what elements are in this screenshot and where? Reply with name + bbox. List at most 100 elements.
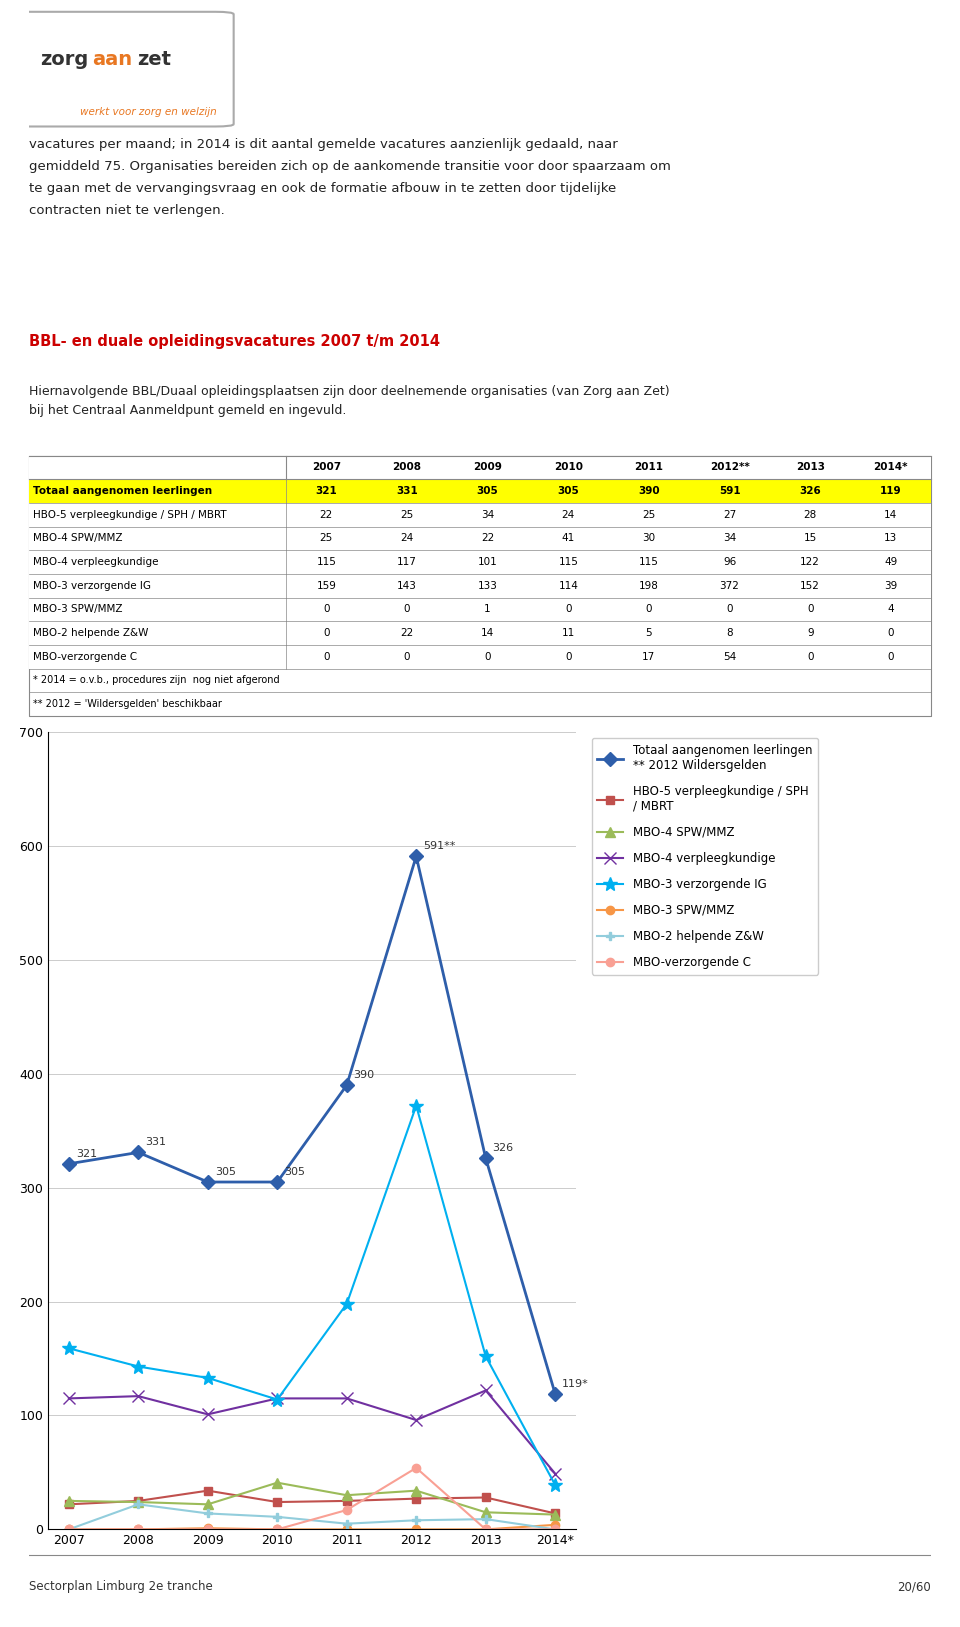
Text: 30: 30	[642, 534, 656, 543]
MBO-2 helpende Z&W	[341, 1513, 352, 1533]
Line: MBO-3 SPW/MMZ: MBO-3 SPW/MMZ	[64, 1521, 560, 1534]
Text: 198: 198	[639, 581, 659, 591]
MBO-4 verpleegkundige	[480, 1381, 492, 1401]
HBO-5 verpleegkundige / SPH
/ MBRT	[411, 1489, 422, 1508]
Text: 101: 101	[478, 556, 497, 568]
MBO-3 SPW/MMZ	[411, 1520, 422, 1539]
Totaal aangenomen leerlingen
** 2012 Wildersgelden	[549, 1385, 561, 1404]
FancyBboxPatch shape	[11, 11, 233, 127]
Text: 17: 17	[642, 652, 656, 662]
Text: 0: 0	[888, 652, 894, 662]
Text: 1: 1	[484, 604, 491, 615]
HBO-5 verpleegkundige / SPH
/ MBRT	[63, 1495, 75, 1515]
Text: 11: 11	[562, 628, 575, 638]
Text: 2010: 2010	[554, 462, 583, 472]
MBO-3 SPW/MMZ	[202, 1518, 213, 1538]
Text: 14: 14	[481, 628, 494, 638]
Text: 25: 25	[642, 509, 656, 519]
Text: 0: 0	[324, 652, 329, 662]
HBO-5 verpleegkundige / SPH
/ MBRT	[202, 1481, 213, 1500]
HBO-5 verpleegkundige / SPH
/ MBRT	[341, 1490, 352, 1510]
Text: 27: 27	[723, 509, 736, 519]
Text: zorg: zorg	[40, 50, 88, 68]
Text: 25: 25	[400, 509, 414, 519]
Bar	[29, 622, 931, 644]
Text: HBO-5 verpleegkundige / SPH / MBRT: HBO-5 verpleegkundige / SPH / MBRT	[34, 509, 227, 519]
Text: 115: 115	[317, 556, 336, 568]
MBO-3 verzorgende IG	[341, 1293, 352, 1313]
Text: 2012**: 2012**	[709, 462, 750, 472]
Text: 14: 14	[884, 509, 898, 519]
Line: MBO-4 verpleegkundige: MBO-4 verpleegkundige	[63, 1385, 561, 1479]
Text: MBO-verzorgende C: MBO-verzorgende C	[34, 652, 137, 662]
Text: 20/60: 20/60	[898, 1580, 931, 1593]
Text: 96: 96	[723, 556, 736, 568]
MBO-verzorgende C	[63, 1520, 75, 1539]
Text: 5: 5	[646, 628, 652, 638]
Text: 305: 305	[284, 1167, 305, 1176]
Bar	[29, 503, 931, 527]
Text: 0: 0	[565, 652, 571, 662]
Text: 39: 39	[884, 581, 898, 591]
Text: 119*: 119*	[563, 1380, 588, 1389]
Bar	[29, 574, 931, 597]
MBO-3 SPW/MMZ	[549, 1515, 561, 1534]
MBO-verzorgende C	[202, 1520, 213, 1539]
Bar	[29, 644, 931, 669]
Bar	[29, 597, 931, 622]
HBO-5 verpleegkundige / SPH
/ MBRT	[132, 1490, 144, 1510]
Totaal aangenomen leerlingen
** 2012 Wildersgelden	[411, 846, 422, 866]
Text: 4: 4	[888, 604, 894, 615]
MBO-4 verpleegkundige	[132, 1386, 144, 1406]
MBO-2 helpende Z&W	[411, 1510, 422, 1529]
Text: 0: 0	[485, 652, 491, 662]
MBO-3 SPW/MMZ	[341, 1520, 352, 1539]
Line: MBO-4 SPW/MMZ: MBO-4 SPW/MMZ	[64, 1477, 560, 1520]
MBO-3 verzorgende IG	[480, 1347, 492, 1367]
Bar	[29, 480, 931, 503]
HBO-5 verpleegkundige / SPH
/ MBRT	[549, 1503, 561, 1523]
Bar	[29, 527, 931, 550]
Text: 159: 159	[317, 581, 336, 591]
Totaal aangenomen leerlingen
** 2012 Wildersgelden	[480, 1149, 492, 1168]
MBO-3 SPW/MMZ	[132, 1520, 144, 1539]
Text: MBO-3 verzorgende IG: MBO-3 verzorgende IG	[34, 581, 152, 591]
Text: 331: 331	[145, 1137, 166, 1147]
MBO-3 verzorgende IG	[202, 1368, 213, 1388]
Totaal aangenomen leerlingen
** 2012 Wildersgelden	[341, 1075, 352, 1095]
MBO-4 SPW/MMZ	[63, 1490, 75, 1510]
Text: Totaal aangenomen leerlingen: Totaal aangenomen leerlingen	[34, 486, 212, 496]
Text: 0: 0	[646, 604, 652, 615]
Text: 9: 9	[807, 628, 813, 638]
MBO-verzorgende C	[272, 1520, 283, 1539]
MBO-2 helpende Z&W	[132, 1495, 144, 1515]
Text: 0: 0	[807, 652, 813, 662]
Text: 2014*: 2014*	[874, 462, 908, 472]
Text: BBL- en duale opleidingsvacatures 2007 t/m 2014: BBL- en duale opleidingsvacatures 2007 t…	[29, 334, 440, 348]
MBO-3 verzorgende IG	[411, 1097, 422, 1116]
Text: 13: 13	[884, 534, 898, 543]
MBO-4 SPW/MMZ	[411, 1481, 422, 1500]
MBO-4 verpleegkundige	[341, 1389, 352, 1409]
MBO-verzorgende C	[132, 1520, 144, 1539]
MBO-3 SPW/MMZ	[480, 1520, 492, 1539]
Text: 24: 24	[400, 534, 414, 543]
Text: 28: 28	[804, 509, 817, 519]
Text: 591**: 591**	[423, 841, 456, 851]
MBO-4 verpleegkundige	[549, 1464, 561, 1484]
Text: 24: 24	[562, 509, 575, 519]
Text: 34: 34	[723, 534, 736, 543]
Text: 133: 133	[478, 581, 497, 591]
MBO-2 helpende Z&W	[272, 1507, 283, 1526]
MBO-4 SPW/MMZ	[341, 1485, 352, 1505]
HBO-5 verpleegkundige / SPH
/ MBRT	[480, 1487, 492, 1507]
Text: 372: 372	[720, 581, 739, 591]
MBO-3 verzorgende IG	[549, 1476, 561, 1495]
Text: 305: 305	[215, 1167, 236, 1176]
Text: 41: 41	[562, 534, 575, 543]
Text: 0: 0	[404, 652, 410, 662]
Text: 305: 305	[558, 486, 579, 496]
MBO-verzorgende C	[480, 1520, 492, 1539]
Bar	[29, 550, 931, 574]
MBO-2 helpende Z&W	[63, 1520, 75, 1539]
